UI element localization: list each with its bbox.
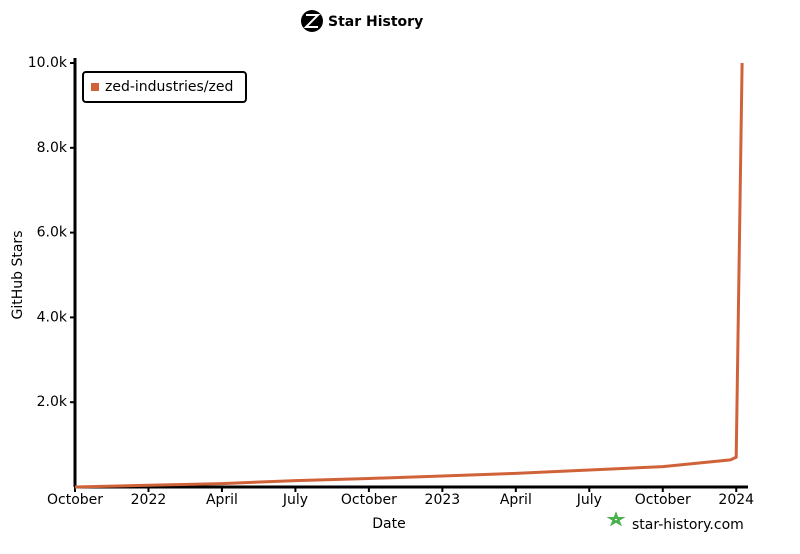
y-axis-label: GitHub Stars (10, 231, 26, 320)
y-tick-label: 6.0k (37, 225, 68, 241)
x-tick-label: 2023 (425, 492, 461, 508)
watermark: star-history.com (632, 517, 744, 533)
x-tick-label: July (576, 492, 602, 508)
line (74, 62, 744, 489)
x-tick-label: 2022 (131, 492, 167, 508)
legend-label: zed-industries/zed (105, 79, 233, 95)
x-tick-label: 2024 (718, 492, 754, 508)
legend-swatch (91, 83, 99, 91)
x-tick-label: April (206, 492, 238, 508)
x-tick-label: October (341, 492, 397, 508)
logo (301, 10, 323, 32)
x-tick-label: April (500, 492, 532, 508)
x-axis-label: Date (372, 516, 405, 532)
y-tick-label: 2.0k (37, 394, 68, 410)
watermark-icon (606, 511, 626, 527)
x-tick-label: October (47, 492, 103, 508)
y-tick-label: 4.0k (37, 309, 68, 325)
y-tick-label: 8.0k (37, 140, 68, 156)
x-tick-label: July (282, 492, 308, 508)
y-tick-label: 10.0k (28, 55, 68, 71)
x-tick-label: October (635, 492, 691, 508)
chart-title: Star History (328, 14, 423, 30)
legend-box (82, 71, 247, 103)
